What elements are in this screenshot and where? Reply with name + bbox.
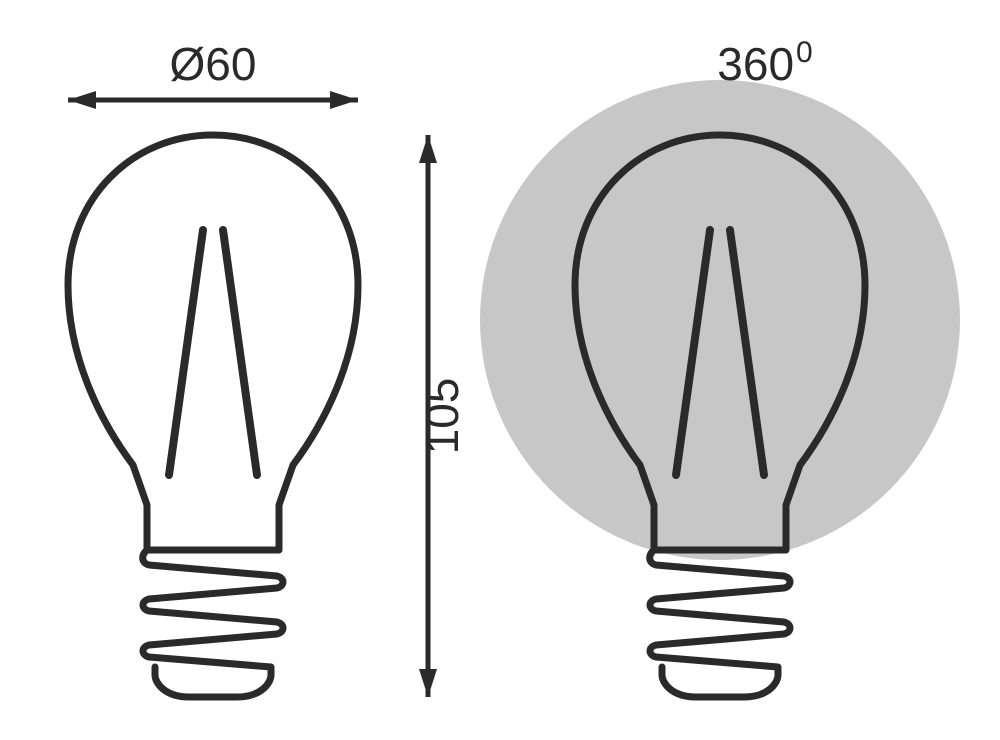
dimension-diameter: Ø60 — [68, 38, 358, 109]
bulb-spec-diagram: Ø60 105 3600 — [0, 0, 1000, 740]
beam-angle-label: 3600 — [717, 36, 812, 90]
diameter-label: Ø60 — [170, 38, 257, 90]
beam-angle-value: 360 — [717, 38, 794, 90]
height-label: 105 — [416, 378, 468, 455]
svg-text:3600: 3600 — [717, 36, 812, 90]
dimension-height: 105 — [416, 135, 468, 697]
beam-glow — [480, 80, 960, 560]
bulb-left — [68, 135, 358, 697]
beam-angle-unit: 0 — [796, 36, 813, 69]
